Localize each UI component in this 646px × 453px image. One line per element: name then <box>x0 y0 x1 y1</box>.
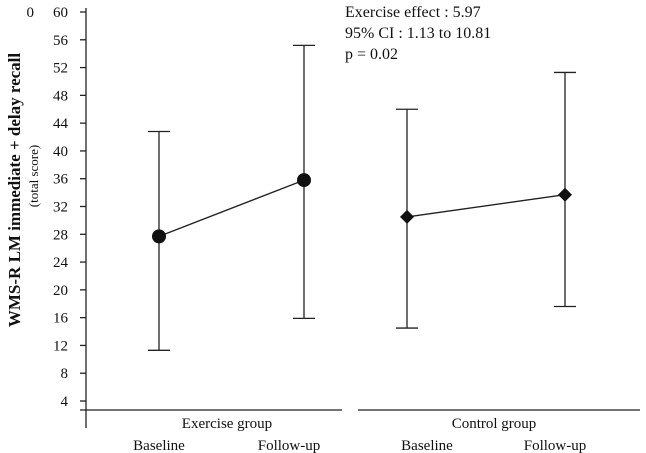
timepoint-label-control-followup: Follow-up <box>524 438 587 453</box>
y-tick-label: 24 <box>53 255 69 271</box>
y-tick-label: 56 <box>53 33 69 49</box>
y-tick-label: 48 <box>53 88 68 104</box>
point-control-followup <box>558 187 572 202</box>
y-tick-label: 40 <box>53 144 68 160</box>
y-origin-label: 0 <box>27 5 35 21</box>
y-tick-label: 16 <box>53 311 69 327</box>
point-exercise-followup <box>297 173 311 188</box>
point-exercise-baseline <box>152 229 166 244</box>
group-label-exercise: Exercise group <box>182 416 272 432</box>
y-tick-label: 4 <box>61 394 69 410</box>
y-tick-label: 52 <box>53 61 68 77</box>
annotation-ci: 95% CI : 1.13 to 10.81 <box>345 25 491 42</box>
timepoint-label-exercise-followup: Follow-up <box>258 438 321 453</box>
y-tick-label: 12 <box>53 338 68 354</box>
y-tick-label: 20 <box>53 283 68 299</box>
y-axis-label: WMS-R LM immediate + delay recall <box>5 53 24 328</box>
point-control-baseline <box>400 209 414 224</box>
group-label-control: Control group <box>452 416 537 432</box>
series-line-exercise <box>158 179 305 237</box>
y-tick-label: 28 <box>53 227 68 243</box>
y-axis-sublabel: (total score) <box>26 145 41 207</box>
timepoint-label-exercise-baseline: Baseline <box>133 438 185 453</box>
annotation-effect: Exercise effect : 5.97 <box>345 4 481 21</box>
y-tick-label: 32 <box>53 200 68 216</box>
y-tick-label: 44 <box>53 116 69 132</box>
y-tick-label: 8 <box>61 366 69 382</box>
annotation-p: p = 0.02 <box>345 46 398 63</box>
timepoint-label-control-baseline: Baseline <box>401 438 453 453</box>
y-tick-label: 60 <box>53 5 68 21</box>
series-marks <box>148 44 576 351</box>
series-line-control <box>406 194 566 218</box>
y-tick-label: 36 <box>53 172 69 188</box>
